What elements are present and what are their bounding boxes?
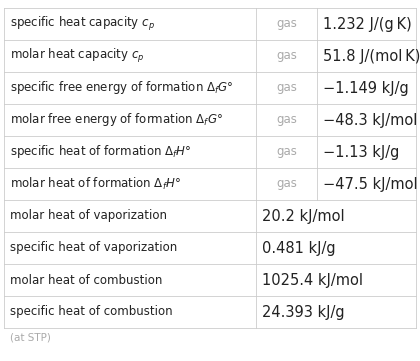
Text: 20.2 kJ/mol: 20.2 kJ/mol [262,209,345,223]
Text: −1.149 kJ/g: −1.149 kJ/g [323,81,409,96]
Text: molar free energy of formation $\Delta_f G$°: molar free energy of formation $\Delta_f… [10,112,223,129]
Text: gas: gas [276,113,297,126]
Text: specific heat capacity $c_p$: specific heat capacity $c_p$ [10,15,155,33]
Text: 1.232 J/(g K): 1.232 J/(g K) [323,17,412,31]
Text: −1.13 kJ/g: −1.13 kJ/g [323,144,399,160]
Text: gas: gas [276,82,297,95]
Text: specific heat of formation $\Delta_f H$°: specific heat of formation $\Delta_f H$° [10,144,192,161]
Text: gas: gas [276,49,297,62]
Text: molar heat capacity $c_p$: molar heat capacity $c_p$ [10,47,144,65]
Text: 24.393 kJ/g: 24.393 kJ/g [262,304,345,319]
Text: specific free energy of formation $\Delta_f G$°: specific free energy of formation $\Delt… [10,79,234,96]
Text: specific heat of vaporization: specific heat of vaporization [10,242,177,255]
Text: gas: gas [276,145,297,158]
Text: 0.481 kJ/g: 0.481 kJ/g [262,240,336,256]
Text: molar heat of vaporization: molar heat of vaporization [10,209,167,222]
Text: molar heat of combustion: molar heat of combustion [10,274,163,287]
Text: molar heat of formation $\Delta_f H$°: molar heat of formation $\Delta_f H$° [10,176,181,192]
Text: specific heat of combustion: specific heat of combustion [10,305,173,318]
Text: −48.3 kJ/mol: −48.3 kJ/mol [323,113,417,127]
Text: gas: gas [276,17,297,30]
Text: gas: gas [276,178,297,191]
Text: (at STP): (at STP) [10,332,51,342]
Text: 51.8 J/(mol K): 51.8 J/(mol K) [323,48,420,64]
Text: −47.5 kJ/mol: −47.5 kJ/mol [323,177,418,191]
Text: 1025.4 kJ/mol: 1025.4 kJ/mol [262,273,363,287]
